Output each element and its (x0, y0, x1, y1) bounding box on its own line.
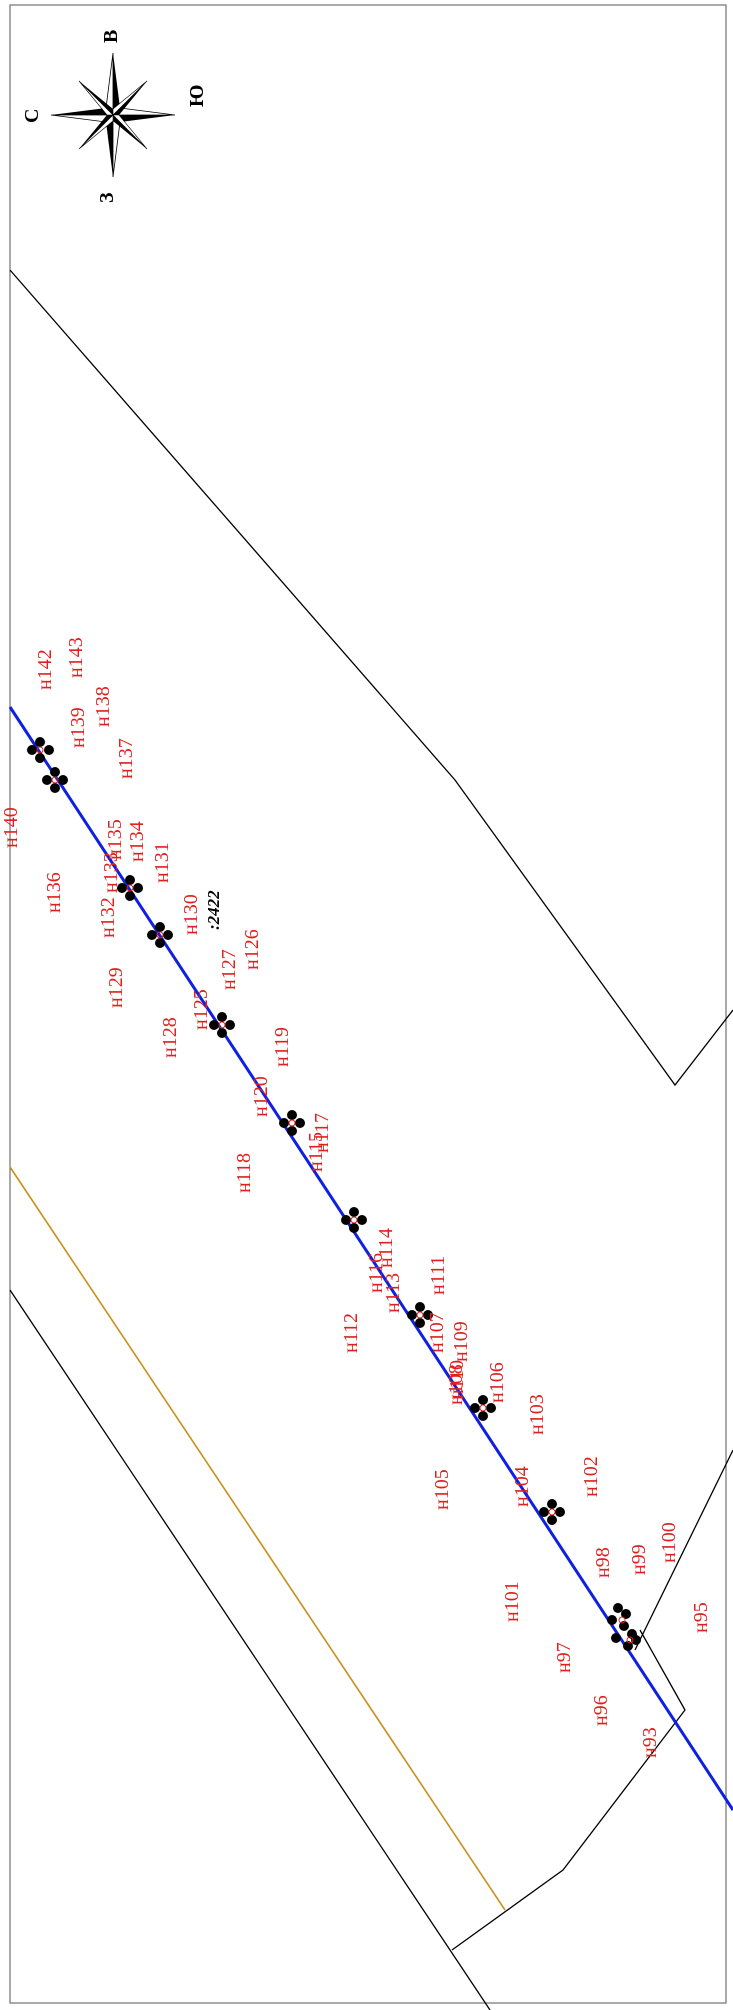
marker-cluster (117, 875, 173, 948)
compass-north: С (21, 109, 43, 123)
point-label: н101 (501, 1581, 523, 1622)
point-label: н113 (382, 1273, 404, 1313)
point-label: н106 (486, 1362, 508, 1403)
map-frame (9, 4, 727, 2004)
compass-rose: В Ю З С (21, 30, 208, 203)
compass-icon (50, 52, 176, 178)
point-label: н102 (580, 1456, 602, 1497)
point-label: н139 (67, 707, 89, 748)
marker-cluster (279, 1110, 305, 1136)
boundary-lower (9, 1289, 491, 2010)
point-label: н140 (0, 807, 22, 848)
compass-west: З (96, 192, 118, 203)
marker-cluster (27, 737, 68, 793)
point-label: н116 (365, 1253, 387, 1293)
marker-cluster (407, 1302, 433, 1328)
point-label: н93 (639, 1727, 661, 1758)
boundary-right (634, 1449, 733, 1651)
point-label: н95 (690, 1602, 712, 1633)
point-label: н108 (445, 1364, 467, 1405)
point-label: н97 (553, 1642, 575, 1673)
point-label: н103 (526, 1394, 548, 1435)
point-label: н128 (159, 1017, 181, 1058)
point-label: н136 (43, 872, 65, 913)
point-label: н135 (104, 819, 126, 860)
point-label: н114 (375, 1228, 397, 1268)
marker-cluster (539, 1499, 565, 1525)
point-label: н127 (218, 949, 240, 990)
marker-cluster (607, 1603, 641, 1651)
parcel-label: :2422 (204, 890, 223, 930)
point-label: н129 (105, 967, 127, 1008)
point-label: н112 (340, 1313, 362, 1353)
point-label: н130 (180, 894, 202, 935)
point-label: н115 (305, 1132, 327, 1172)
point-label: н105 (431, 1469, 453, 1510)
compass-east: В (100, 30, 122, 43)
boundary-upper (9, 269, 733, 1087)
compass-south: Ю (186, 84, 208, 107)
point-label: н107 (426, 1312, 448, 1353)
marker-cluster (341, 1207, 367, 1233)
point-label: н125 (190, 989, 212, 1030)
point-label: н119 (271, 1027, 293, 1067)
point-label: н138 (92, 686, 114, 727)
point-label: н111 (427, 1256, 449, 1295)
marker-clusters (27, 737, 641, 1651)
point-label: н104 (511, 1466, 533, 1507)
point-label: н110 (446, 1360, 468, 1400)
point-label: н131 (151, 842, 173, 883)
point-label: н118 (233, 1153, 255, 1193)
point-label: н133 (100, 852, 122, 893)
point-label: н96 (590, 1695, 612, 1726)
point-label: н120 (250, 1076, 272, 1117)
boundary-bottom (451, 1629, 686, 1951)
point-label: н99 (628, 1544, 650, 1575)
point-label: н100 (658, 1522, 680, 1563)
marker-cluster (209, 1012, 235, 1038)
point-label: н117 (311, 1113, 333, 1153)
secondary-line (9, 1166, 506, 1911)
point-label: н142 (34, 649, 56, 690)
point-label: н132 (97, 897, 119, 938)
point-label: н134 (126, 821, 148, 862)
point-label: н109 (450, 1321, 472, 1362)
point-label: н137 (115, 738, 137, 779)
marker-cluster (470, 1395, 496, 1421)
point-labels: н143 н142 н139 н138 н137 н140 н136 н135 … (0, 637, 712, 1758)
point-label: н98 (592, 1547, 614, 1578)
point-label: н126 (241, 929, 263, 970)
point-label: н143 (65, 637, 87, 678)
